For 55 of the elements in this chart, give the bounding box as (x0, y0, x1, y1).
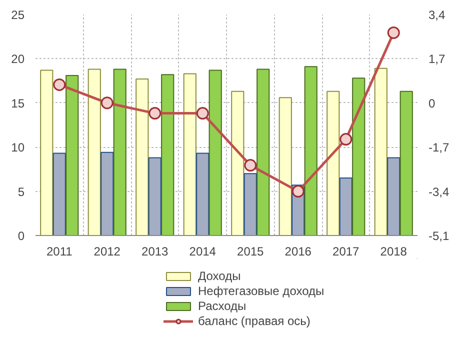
y-tick-label: 5 (18, 184, 25, 199)
bar (113, 68, 126, 236)
legend-label: Доходы (198, 269, 241, 283)
y-tick-label: 15 (11, 96, 25, 110)
y2-tick-label: -5,1 (428, 229, 450, 243)
y2-tick-label: -3,4 (428, 184, 450, 199)
y2-tick-label: 0 (428, 96, 436, 110)
point (148, 107, 162, 120)
bar (100, 152, 114, 236)
bar (400, 90, 413, 236)
bar (339, 178, 352, 236)
legend-label: баланс (правая ось) (198, 314, 310, 328)
bar (148, 157, 162, 236)
x-tick-label: 2015 (237, 244, 264, 258)
point (292, 185, 304, 198)
bar (196, 152, 210, 236)
bar (326, 90, 340, 236)
bar (387, 157, 400, 236)
bar (256, 68, 270, 236)
y2-tick-label: -1,7 (428, 140, 450, 155)
y-tick-label: 25 (11, 8, 25, 22)
point (53, 78, 66, 91)
legend-label: Расходы (198, 299, 246, 313)
point (387, 26, 400, 39)
bar (88, 68, 101, 236)
y2-tick-label: 3,4 (428, 8, 446, 22)
point (100, 96, 114, 110)
bar (244, 173, 257, 236)
x-tick-label: 2016 (284, 244, 312, 258)
bar (66, 74, 79, 236)
point (340, 133, 352, 146)
y-tick-label: 10 (11, 140, 25, 155)
y-tick-label: 0 (18, 229, 25, 243)
x-tick-label: 2013 (142, 244, 169, 258)
bar (374, 68, 388, 236)
y2-tick-label: 1,7 (428, 52, 446, 66)
x-tick-label: 2014 (189, 244, 216, 258)
x-tick-label: 2011 (46, 244, 73, 258)
bar (352, 78, 366, 236)
x-tick-label: 2017 (332, 244, 360, 258)
y-tick-label: 20 (11, 52, 25, 66)
bar (161, 74, 174, 236)
bar (304, 66, 318, 236)
bar (52, 152, 66, 236)
bar (40, 70, 54, 236)
point (244, 159, 257, 172)
bar (278, 97, 292, 236)
x-tick-label: 2012 (94, 244, 121, 258)
legend-label: Нефтегазовые доходы (198, 284, 324, 298)
point (196, 107, 209, 120)
bar (208, 70, 222, 236)
bar (183, 73, 196, 236)
x-tick-label: 2018 (380, 244, 408, 258)
bar (231, 90, 244, 236)
bar (136, 78, 149, 236)
